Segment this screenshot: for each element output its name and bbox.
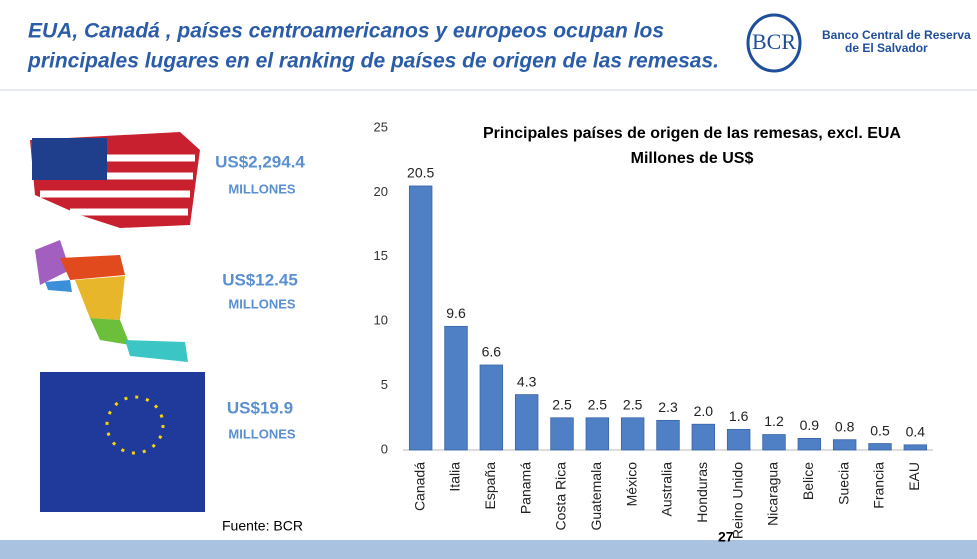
bar — [726, 428, 751, 451]
highlight-amount: US$12.45 — [222, 270, 298, 289]
eu-stars — [105, 395, 165, 455]
value-label: 0.5 — [870, 422, 890, 438]
bar — [585, 417, 610, 451]
value-label: 2.5 — [588, 397, 608, 413]
central-america-map — [35, 240, 188, 362]
highlight-amount: US$2,294.4 — [215, 152, 305, 171]
y-tick-label: 20 — [374, 184, 388, 199]
map-region — [35, 240, 70, 285]
bar — [444, 325, 468, 451]
highlight-unit: MILLONES — [228, 426, 295, 441]
x-tick-label: España — [482, 462, 498, 510]
footer-band — [0, 540, 977, 559]
y-tick-label: 0 — [381, 441, 388, 456]
value-label: 9.6 — [446, 305, 466, 321]
y-tick-label: 5 — [381, 377, 388, 392]
value-label: 4.3 — [517, 373, 537, 389]
x-tick-label: Francia — [871, 462, 887, 509]
bar — [832, 439, 857, 451]
x-tick-label: Belice — [800, 462, 816, 500]
highlight-unit: MILLONES — [228, 181, 295, 196]
bar — [868, 443, 892, 451]
value-label: 0.9 — [800, 417, 820, 433]
map-region — [125, 340, 188, 362]
x-tick-label: Reino Unido — [729, 462, 745, 539]
y-tick-label: 25 — [374, 119, 388, 134]
x-tick-label: EAU — [906, 462, 922, 491]
x-tick-label: Canadá — [411, 462, 427, 511]
value-label: 0.8 — [835, 418, 855, 434]
x-tick-label: Costa Rica — [553, 462, 569, 531]
y-tick-label: 10 — [374, 313, 388, 328]
value-label: 20.5 — [407, 165, 434, 181]
x-tick-label: Italia — [447, 462, 463, 492]
value-label: 0.4 — [906, 424, 926, 440]
bar — [514, 394, 539, 451]
y-tick-label: 15 — [374, 248, 388, 263]
bar — [762, 434, 786, 451]
bar — [903, 444, 928, 451]
highlight-unit: MILLONES — [228, 296, 295, 311]
value-label: 2.5 — [623, 397, 643, 413]
europe-map — [40, 372, 205, 512]
bar — [620, 417, 645, 451]
x-tick-label: México — [623, 462, 639, 507]
chart-title: Principales países de origen de las reme… — [483, 125, 901, 142]
x-tick-label: Panamá — [517, 462, 533, 514]
value-label: 1.6 — [729, 408, 749, 424]
x-tick-label: Suecia — [835, 462, 851, 505]
slide-title: principales lugares en el ranking de paí… — [27, 50, 719, 73]
slide-title: EUA, Canadá , países centroamericanos y … — [28, 20, 664, 43]
value-label: 2.0 — [694, 403, 714, 419]
logo-ring — [746, 13, 802, 73]
bar — [797, 438, 822, 451]
eu-field — [40, 372, 205, 512]
source: Fuente: BCR — [222, 518, 303, 534]
x-tick-label: Guatemala — [588, 462, 604, 531]
x-tick-label: Nicaragua — [765, 462, 781, 526]
x-tick-label: Honduras — [694, 462, 710, 523]
value-label: 6.6 — [482, 344, 502, 360]
bar — [691, 423, 716, 451]
usa-stripes — [33, 154, 195, 216]
org-name: de El Salvador — [845, 41, 928, 55]
map-region — [75, 276, 125, 320]
chart-subtitle: Millones de US$ — [631, 150, 754, 167]
value-label: 2.3 — [658, 399, 678, 415]
bar — [656, 419, 680, 451]
org-name: Banco Central de Reserva — [822, 28, 971, 42]
value-label: 2.5 — [552, 397, 572, 413]
bar — [408, 185, 433, 451]
usa-flag — [30, 132, 200, 228]
page-number: 27 — [718, 529, 734, 545]
highlight-amount: US$19.9 — [227, 398, 293, 417]
bar — [550, 417, 574, 451]
usa-canton — [32, 138, 107, 180]
bar — [479, 364, 504, 451]
x-tick-label: Australia — [659, 462, 675, 517]
map-region — [45, 280, 72, 292]
logo: BCR — [752, 29, 796, 54]
map-region — [60, 255, 125, 280]
value-label: 1.2 — [764, 413, 784, 429]
map-region — [90, 318, 130, 345]
